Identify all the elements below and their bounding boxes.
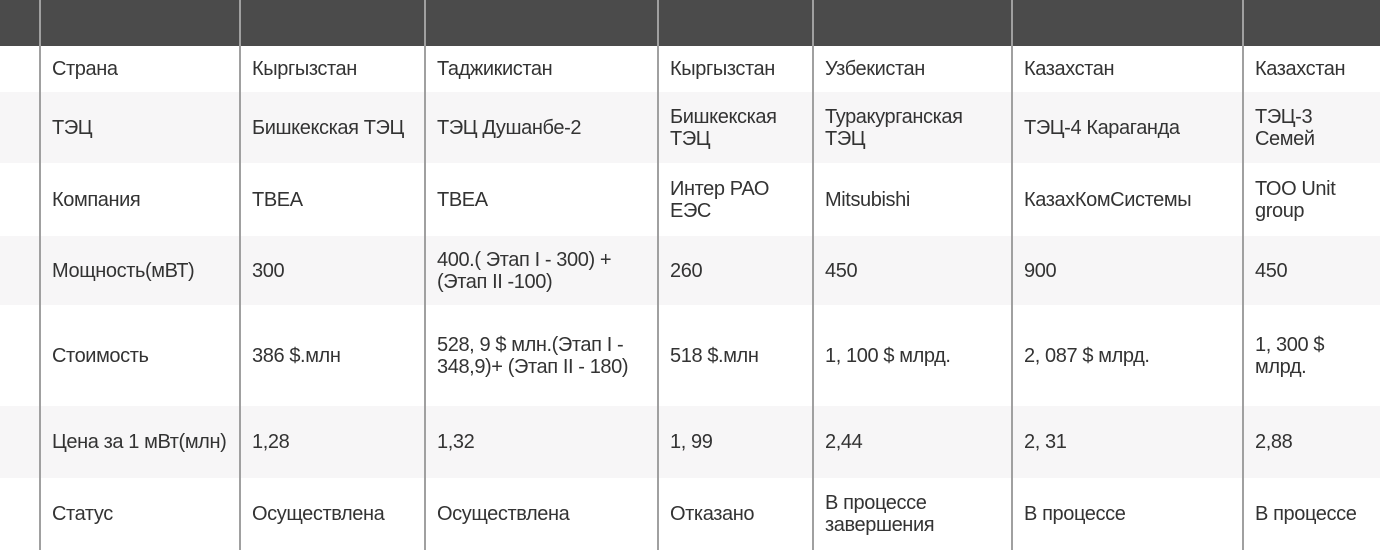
table-cell: 518 $.млн (657, 305, 813, 406)
header-cell (239, 0, 425, 46)
table-cell: Кыргызстан (657, 46, 813, 92)
table-cell: TBEA (239, 163, 425, 236)
table-cell: Казахстан (1011, 46, 1243, 92)
table-cell: Интер РАО ЕЭС (657, 163, 813, 236)
row-label: Цена за 1 мВт(млн) (39, 406, 240, 478)
table-cell: ТЭЦ-4 Караганда (1011, 92, 1243, 163)
table-cell: 2,88 (1242, 406, 1380, 478)
table-cell: 1, 300 $ млрд. (1242, 305, 1380, 406)
table-row: Цена за 1 мВт(млн) 1,28 1,32 1, 99 2,44 2, 31… (0, 406, 1380, 478)
header-cell (1011, 0, 1243, 46)
row-spacer-cell (0, 478, 40, 550)
table-cell: Осуществлена (424, 478, 658, 550)
table-cell: 300 (239, 236, 425, 305)
table-row: Мощность(мВТ) 300 400.( Этап I - 300) + (Э… (0, 236, 1380, 305)
table-cell: Бишкекская ТЭЦ (239, 92, 425, 163)
row-spacer-cell (0, 92, 40, 163)
table-cell: TBEA (424, 163, 658, 236)
row-spacer-cell (0, 46, 40, 92)
table-cell: 386 $.млн (239, 305, 425, 406)
header-cell (0, 0, 40, 46)
table-cell: В процессе завершения (812, 478, 1012, 550)
row-spacer-cell (0, 163, 40, 236)
table-cell: Туракурганская ТЭЦ (812, 92, 1012, 163)
table-cell: Mitsubishi (812, 163, 1012, 236)
table-body: Страна Кыргызстан Таджикистан Кыргызстан Узб… (0, 46, 1380, 550)
table-row: Компания TBEA TBEA Интер РАО ЕЭС Mitsubishi К… (0, 163, 1380, 236)
table-cell: 2, 087 $ млрд. (1011, 305, 1243, 406)
table-cell: В процессе (1242, 478, 1380, 550)
table-cell: Бишкекская ТЭЦ (657, 92, 813, 163)
row-label: Стоимость (39, 305, 240, 406)
table-cell: 1,28 (239, 406, 425, 478)
table-cell: 450 (1242, 236, 1380, 305)
table-cell: Таджикистан (424, 46, 658, 92)
table-cell: 450 (812, 236, 1012, 305)
table-cell: ТОО Unit group (1242, 163, 1380, 236)
row-label: ТЭЦ (39, 92, 240, 163)
table-cell: 528, 9 $ млн.(Этап I - 348,9)+ (Этап II … (424, 305, 658, 406)
table-cell: 900 (1011, 236, 1243, 305)
header-cell (424, 0, 658, 46)
table-header (0, 0, 1380, 46)
table-cell: Узбекистан (812, 46, 1012, 92)
row-label: Страна (39, 46, 240, 92)
table-cell: Отказано (657, 478, 813, 550)
table-cell: Осуществлена (239, 478, 425, 550)
row-spacer-cell (0, 236, 40, 305)
table-cell: Казахстан (1242, 46, 1380, 92)
table-cell: 2, 31 (1011, 406, 1243, 478)
table-cell: ТЭЦ-3 Семей (1242, 92, 1380, 163)
table-row: Стоимость 386 $.млн 528, 9 $ млн.(Этап I -… (0, 305, 1380, 406)
table-row: Страна Кыргызстан Таджикистан Кыргызстан Узб… (0, 46, 1380, 92)
row-label: Мощность(мВТ) (39, 236, 240, 305)
table-cell: 2,44 (812, 406, 1012, 478)
row-spacer-cell (0, 305, 40, 406)
row-label: Компания (39, 163, 240, 236)
table-cell: 260 (657, 236, 813, 305)
table-cell: 1, 99 (657, 406, 813, 478)
table-cell: ТЭЦ Душанбе-2 (424, 92, 658, 163)
table-row: Статус Осуществлена Осуществлена Отказано В … (0, 478, 1380, 550)
header-cell (657, 0, 813, 46)
table-cell: 1, 100 $ млрд. (812, 305, 1012, 406)
header-cell (812, 0, 1012, 46)
table-row: ТЭЦ Бишкекская ТЭЦ ТЭЦ Душанбе-2 Бишкекская… (0, 92, 1380, 163)
row-label: Статус (39, 478, 240, 550)
row-spacer-cell (0, 406, 40, 478)
table-cell: КазахКомСистемы (1011, 163, 1243, 236)
table-cell: 1,32 (424, 406, 658, 478)
table-cell: Кыргызстан (239, 46, 425, 92)
header-cell (1242, 0, 1380, 46)
table-cell: 400.( Этап I - 300) + (Этап II -100) (424, 236, 658, 305)
header-cell (39, 0, 240, 46)
table-cell: В процессе (1011, 478, 1243, 550)
